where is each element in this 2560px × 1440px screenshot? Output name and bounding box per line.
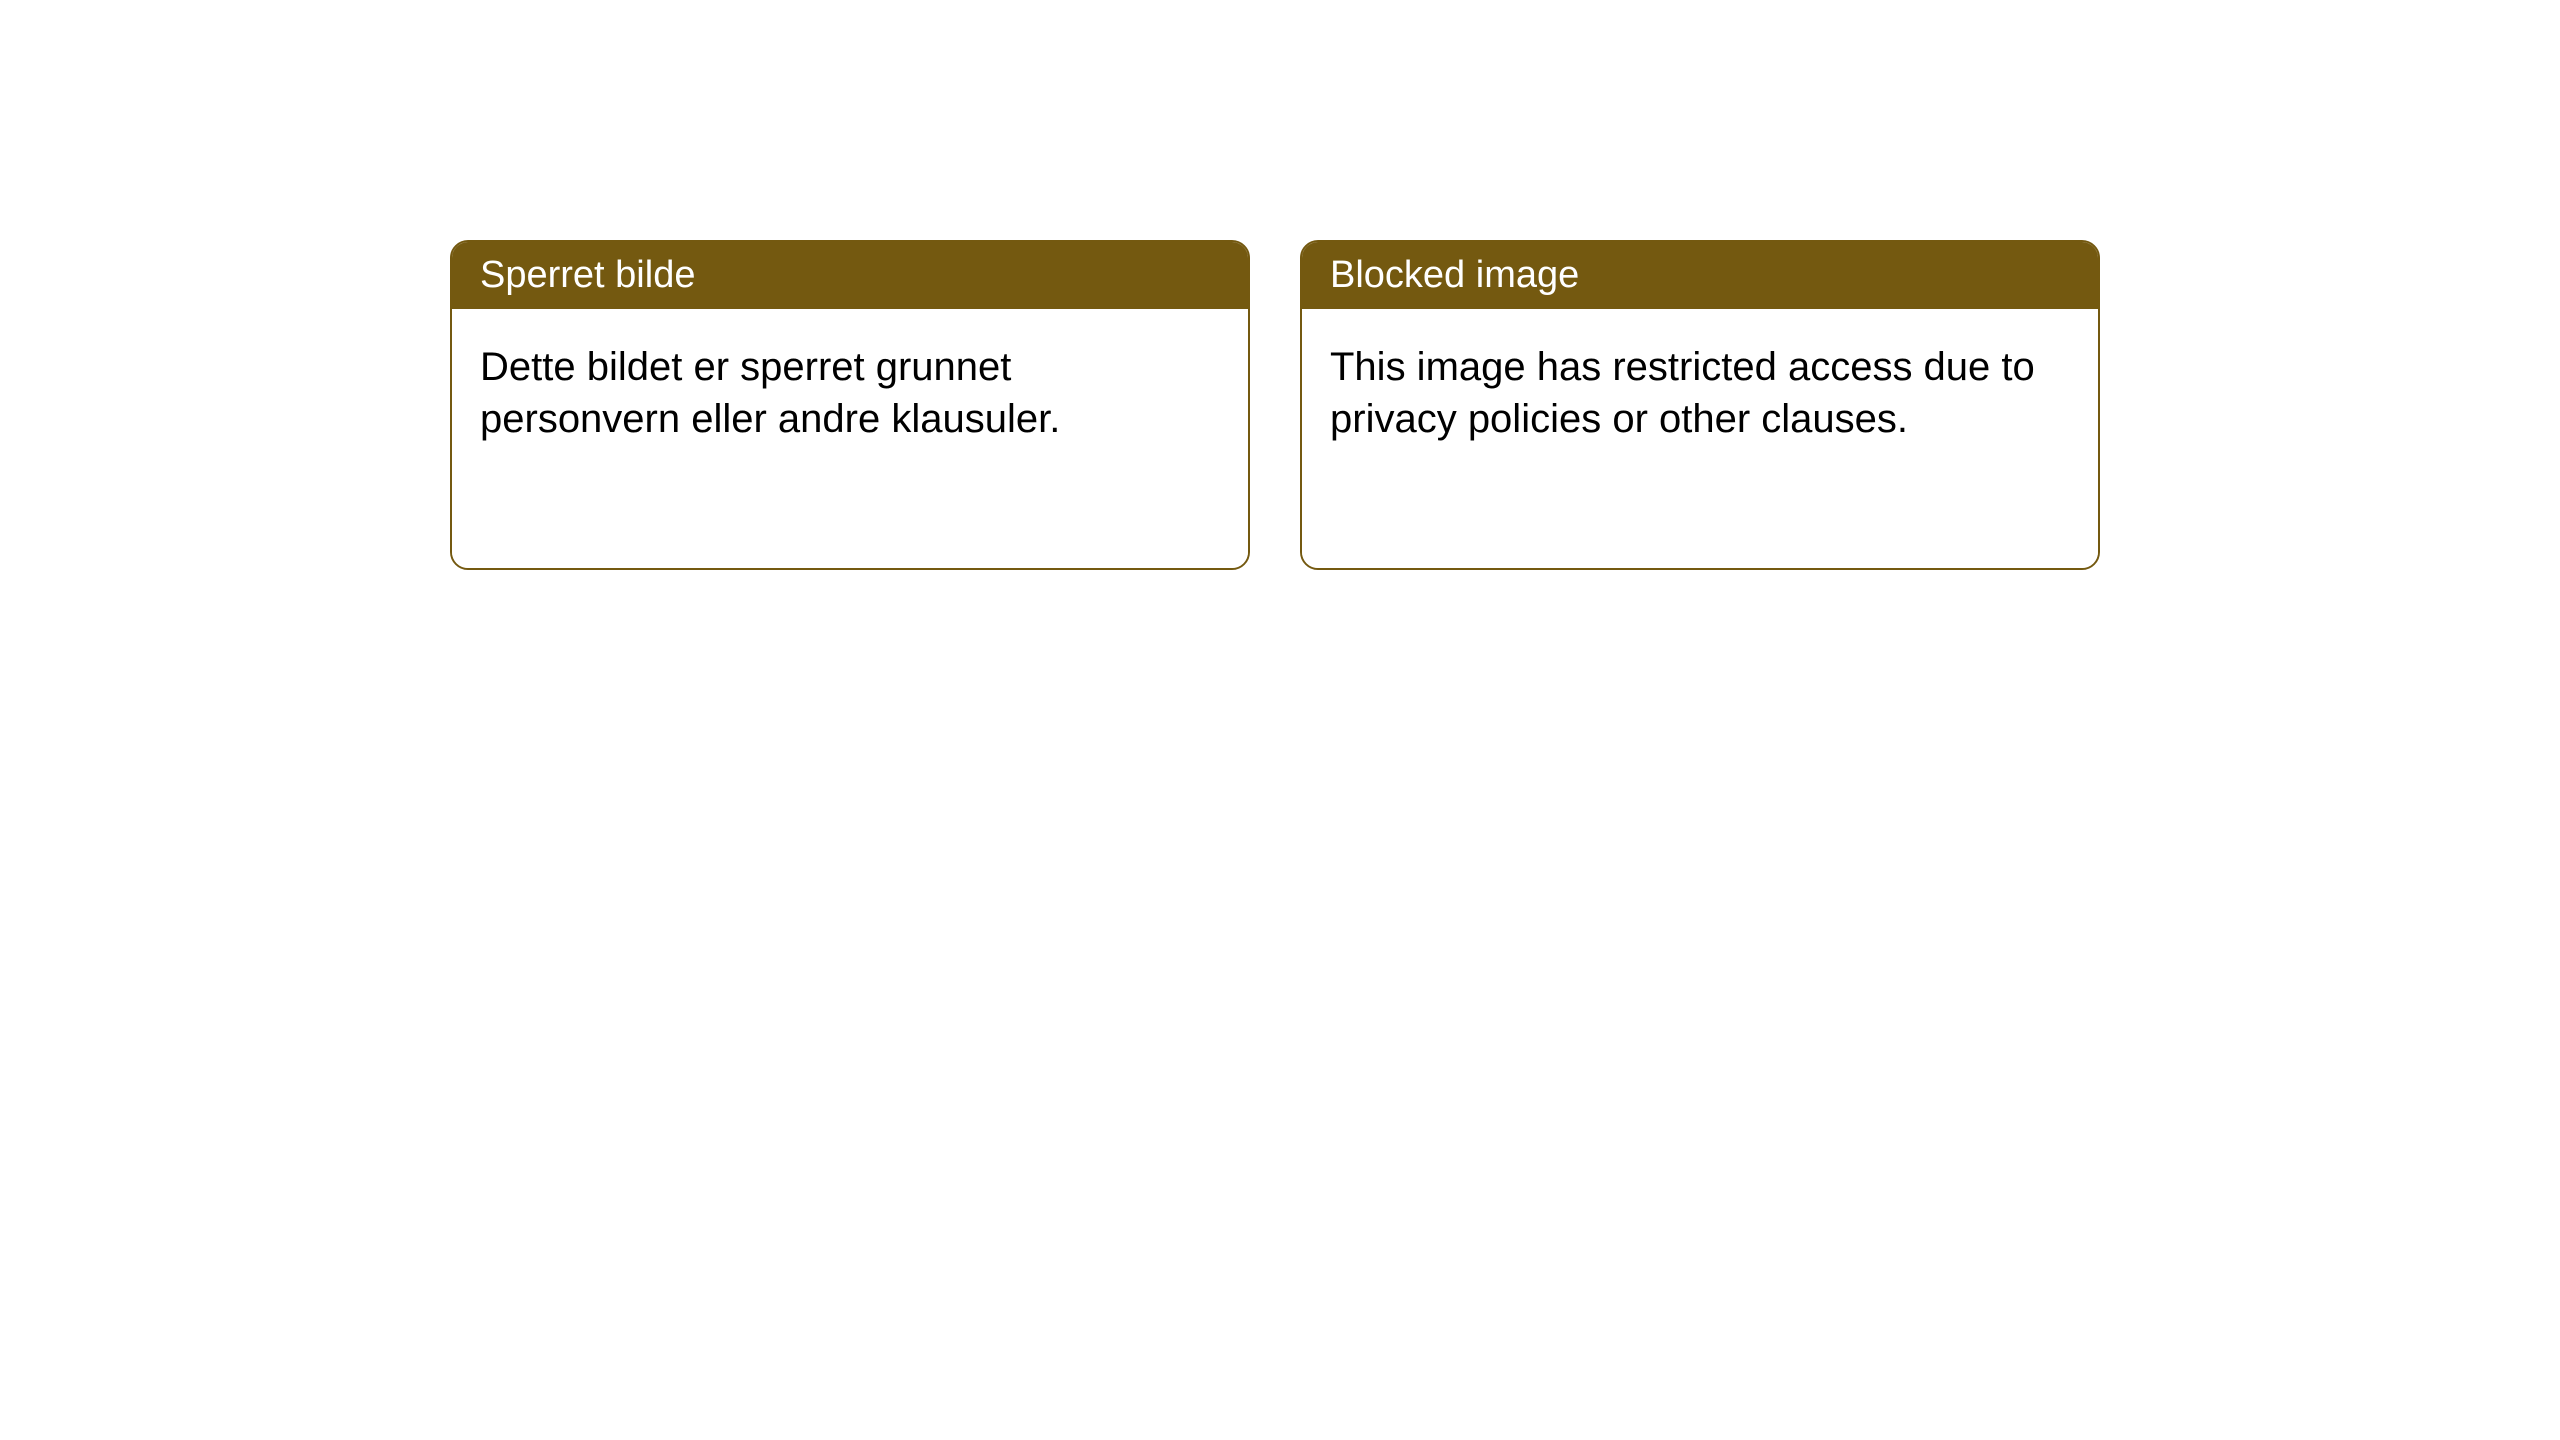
notice-body-text: Dette bildet er sperret grunnet personve… bbox=[480, 345, 1060, 441]
notice-header: Blocked image bbox=[1302, 242, 2098, 309]
notice-title: Sperret bilde bbox=[480, 254, 695, 296]
notice-title: Blocked image bbox=[1330, 254, 1579, 296]
notice-box-en: Blocked image This image has restricted … bbox=[1300, 240, 2100, 570]
notice-body-text: This image has restricted access due to … bbox=[1330, 345, 2035, 441]
notice-body: This image has restricted access due to … bbox=[1302, 309, 2098, 568]
notices-container: Sperret bilde Dette bildet er sperret gr… bbox=[450, 240, 2100, 570]
notice-header: Sperret bilde bbox=[452, 242, 1248, 309]
notice-body: Dette bildet er sperret grunnet personve… bbox=[452, 309, 1248, 568]
notice-box-no: Sperret bilde Dette bildet er sperret gr… bbox=[450, 240, 1250, 570]
